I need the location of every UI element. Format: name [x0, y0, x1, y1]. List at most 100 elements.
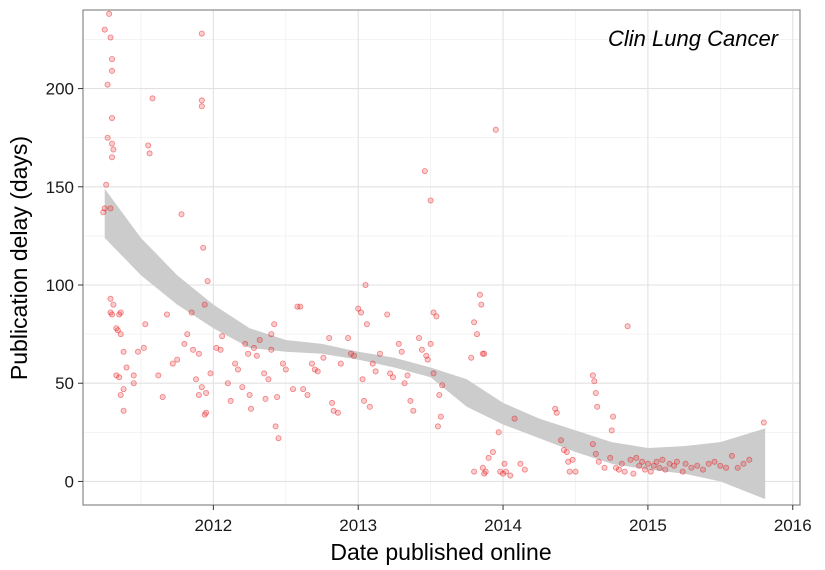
data-point [489, 448, 496, 455]
data-point [507, 472, 514, 479]
data-point [192, 376, 199, 383]
data-point [282, 366, 289, 373]
y-tick-label: 200 [46, 80, 74, 99]
data-point [415, 334, 422, 341]
data-point [117, 391, 124, 398]
data-point [190, 346, 197, 353]
data-point [107, 34, 114, 41]
data-point [644, 460, 651, 467]
data-point [261, 370, 268, 377]
x-tick-label: 2016 [774, 516, 812, 535]
data-point [279, 360, 286, 367]
data-point [615, 466, 622, 473]
data-point [639, 458, 646, 465]
data-point [250, 344, 257, 351]
x-tick-label: 2015 [629, 516, 667, 535]
data-point [178, 211, 185, 218]
data-point [232, 360, 239, 367]
data-point [300, 386, 307, 393]
y-tick-label: 50 [55, 374, 74, 393]
data-point [476, 291, 483, 298]
data-point [511, 415, 518, 422]
data-point [109, 56, 116, 63]
data-point [204, 278, 211, 285]
data-point [304, 391, 311, 398]
data-point [610, 413, 617, 420]
data-point [404, 372, 411, 379]
data-point [595, 458, 602, 465]
data-point [239, 384, 246, 391]
data-point [256, 336, 263, 343]
data-point [398, 348, 405, 355]
data-point [481, 350, 488, 357]
data-point [479, 464, 486, 471]
data-point [109, 154, 116, 161]
data-point [473, 331, 480, 338]
data-point [234, 366, 241, 373]
data-point [376, 350, 383, 357]
data-point [198, 30, 205, 37]
data-point [109, 311, 116, 318]
data-point [181, 340, 188, 347]
data-point [471, 468, 478, 475]
data-point [289, 386, 296, 393]
data-point [723, 464, 730, 471]
data-point [436, 391, 443, 398]
data-point [320, 354, 327, 361]
data-point [734, 464, 741, 471]
data-point [418, 346, 425, 353]
data-point [653, 458, 660, 465]
data-point [478, 301, 485, 308]
data-point [140, 344, 147, 351]
data-point [682, 460, 689, 467]
data-point [688, 464, 695, 471]
data-point [437, 413, 444, 420]
data-point [662, 466, 669, 473]
data-point [107, 295, 114, 302]
y-axis-title: Publication delay (days) [6, 136, 32, 380]
data-point [471, 319, 478, 326]
data-point [358, 309, 365, 316]
data-point [401, 380, 408, 387]
data-point [109, 140, 116, 147]
data-point [345, 334, 352, 341]
data-point [553, 409, 560, 416]
data-point [224, 380, 231, 387]
data-point [134, 348, 141, 355]
data-point [274, 393, 281, 400]
data-point [329, 399, 336, 406]
data-point [569, 456, 576, 463]
data-point [608, 427, 615, 434]
x-tick-label: 2014 [484, 516, 522, 535]
data-point [113, 325, 120, 332]
data-point [247, 405, 254, 412]
data-point [624, 323, 631, 330]
data-point [372, 368, 379, 375]
data-point [145, 142, 152, 149]
data-point [116, 374, 123, 381]
data-point [103, 181, 110, 188]
data-point [589, 441, 596, 448]
data-point [219, 333, 226, 340]
data-point [627, 456, 634, 463]
data-point [110, 146, 117, 153]
data-point [117, 331, 124, 338]
data-point [271, 321, 278, 328]
data-point [673, 458, 680, 465]
data-point [439, 382, 446, 389]
data-point [334, 409, 341, 416]
data-point [430, 309, 437, 316]
data-point [200, 244, 207, 251]
data-point [314, 368, 321, 375]
data-point [427, 340, 434, 347]
data-point [169, 360, 176, 367]
data-point [502, 468, 509, 475]
data-point [275, 435, 282, 442]
data-point [566, 468, 573, 475]
data-point [621, 468, 628, 475]
data-point [558, 437, 565, 444]
data-point [636, 462, 643, 469]
data-point [268, 346, 275, 353]
data-point [195, 350, 202, 357]
data-point [424, 356, 431, 363]
